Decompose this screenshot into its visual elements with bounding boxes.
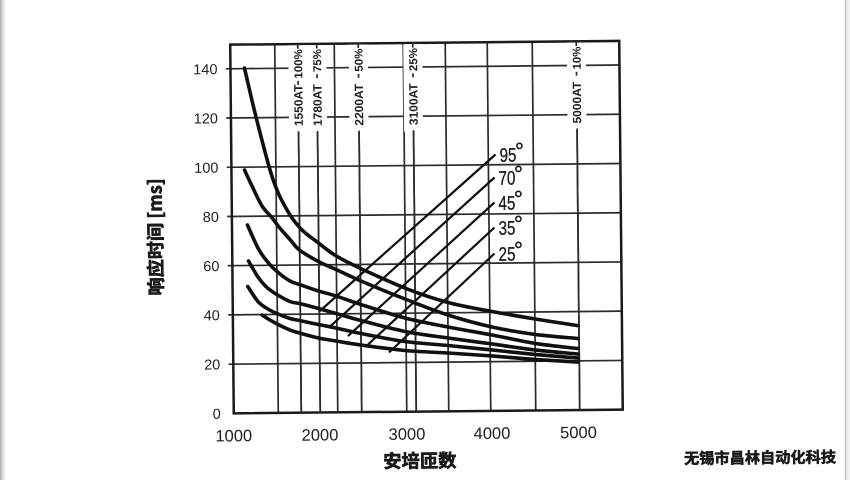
svg-text:25: 25	[498, 243, 515, 265]
svg-text:2000: 2000	[302, 426, 339, 444]
svg-text:80: 80	[203, 210, 219, 226]
svg-text:40: 40	[204, 308, 220, 324]
svg-text:4000: 4000	[474, 425, 511, 443]
svg-text:140: 140	[193, 62, 217, 78]
svg-text:5000: 5000	[560, 424, 597, 442]
svg-text:75%: 75%	[312, 49, 324, 72]
svg-text:120: 120	[194, 111, 218, 127]
svg-text:60: 60	[203, 259, 219, 275]
svg-text:1550AT: 1550AT	[291, 84, 305, 127]
svg-text:0: 0	[213, 407, 221, 423]
svg-text:45: 45	[498, 192, 515, 214]
svg-text:25%: 25%	[408, 48, 420, 71]
svg-text:2200AT: 2200AT	[352, 83, 366, 126]
svg-text:10%: 10%	[572, 46, 584, 69]
svg-text:95: 95	[499, 144, 516, 166]
svg-text:1780AT: 1780AT	[310, 83, 324, 126]
svg-text:5000AT: 5000AT	[570, 81, 584, 124]
svg-text:20: 20	[204, 357, 220, 373]
svg-text:1000: 1000	[215, 427, 252, 445]
svg-text:100: 100	[194, 161, 218, 177]
svg-text:3000: 3000	[389, 426, 426, 444]
svg-text:35: 35	[498, 217, 515, 239]
svg-text:3100AT: 3100AT	[406, 83, 420, 126]
svg-text:100%: 100%	[293, 49, 305, 79]
svg-text:70: 70	[498, 167, 515, 189]
svg-text:50%: 50%	[354, 49, 366, 72]
